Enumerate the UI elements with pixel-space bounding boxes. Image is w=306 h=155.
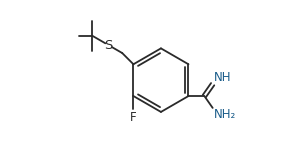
Text: S: S (105, 39, 113, 52)
Text: F: F (130, 111, 137, 124)
Text: NH: NH (214, 71, 232, 84)
Text: NH₂: NH₂ (214, 108, 236, 121)
